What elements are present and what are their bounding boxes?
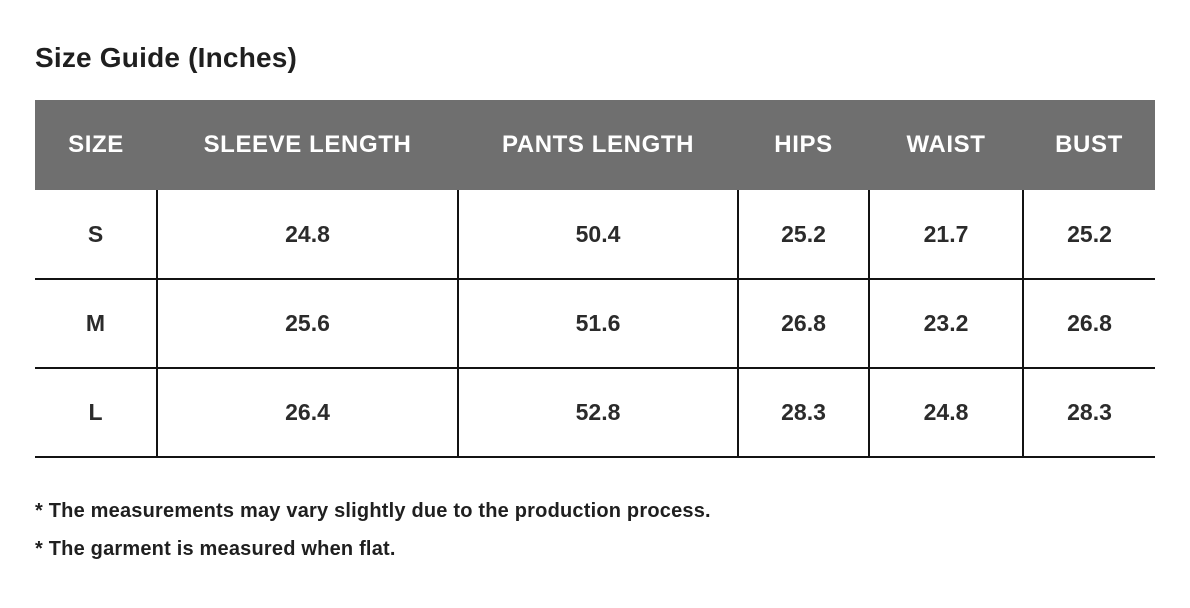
note-measured-flat: * The garment is measured when flat. (35, 538, 396, 560)
cell-pants-length: 50.4 (457, 190, 738, 280)
table-header: SIZE SLEEVE LENGTH PANTS LENGTH HIPS WAI… (35, 100, 1155, 190)
table-row-s: S 24.8 50.4 25.2 21.7 25.2 (35, 190, 1155, 280)
cell-bust: 26.8 (1022, 279, 1155, 369)
cell-waist: 24.8 (868, 368, 1023, 458)
page-title: Size Guide (Inches) (35, 42, 298, 73)
cell-sleeve-length: 25.6 (156, 279, 458, 369)
cell-hips: 26.8 (737, 279, 869, 369)
table-row-m: M 25.6 51.6 26.8 23.2 26.8 (35, 279, 1155, 369)
cell-hips: 28.3 (737, 368, 869, 458)
header-row: SIZE SLEEVE LENGTH PANTS LENGTH HIPS WAI… (35, 100, 1155, 190)
cell-waist: 21.7 (868, 190, 1023, 280)
size-guide-page: Size Guide (Inches) SIZE SLEEVE LENGTH P… (35, 42, 1155, 568)
column-header-bust: BUST (1023, 100, 1155, 190)
footnotes: * The measurements may vary slightly due… (35, 492, 1155, 568)
column-header-waist: WAIST (869, 100, 1023, 190)
cell-pants-length: 52.8 (457, 368, 738, 458)
note-production-process: * The measurements may vary slightly due… (35, 500, 711, 522)
cell-pants-length: 51.6 (457, 279, 738, 369)
cell-bust: 25.2 (1022, 190, 1155, 280)
size-guide-table: SIZE SLEEVE LENGTH PANTS LENGTH HIPS WAI… (35, 100, 1155, 458)
cell-size-label: M (35, 279, 157, 369)
column-header-size: SIZE (35, 100, 157, 190)
cell-sleeve-length: 26.4 (156, 368, 458, 458)
cell-hips: 25.2 (737, 190, 869, 280)
cell-bust: 28.3 (1022, 368, 1155, 458)
table-row-l: L 26.4 52.8 28.3 24.8 28.3 (35, 368, 1155, 458)
cell-sleeve-length: 24.8 (156, 190, 458, 280)
column-header-sleeve-length: SLEEVE LENGTH (157, 100, 458, 190)
table-body: S 24.8 50.4 25.2 21.7 25.2 M 25.6 51.6 2… (35, 190, 1155, 458)
column-header-pants-length: PANTS LENGTH (458, 100, 738, 190)
cell-waist: 23.2 (868, 279, 1023, 369)
column-header-hips: HIPS (738, 100, 869, 190)
cell-size-label: L (35, 368, 157, 458)
cell-size-label: S (35, 190, 157, 280)
